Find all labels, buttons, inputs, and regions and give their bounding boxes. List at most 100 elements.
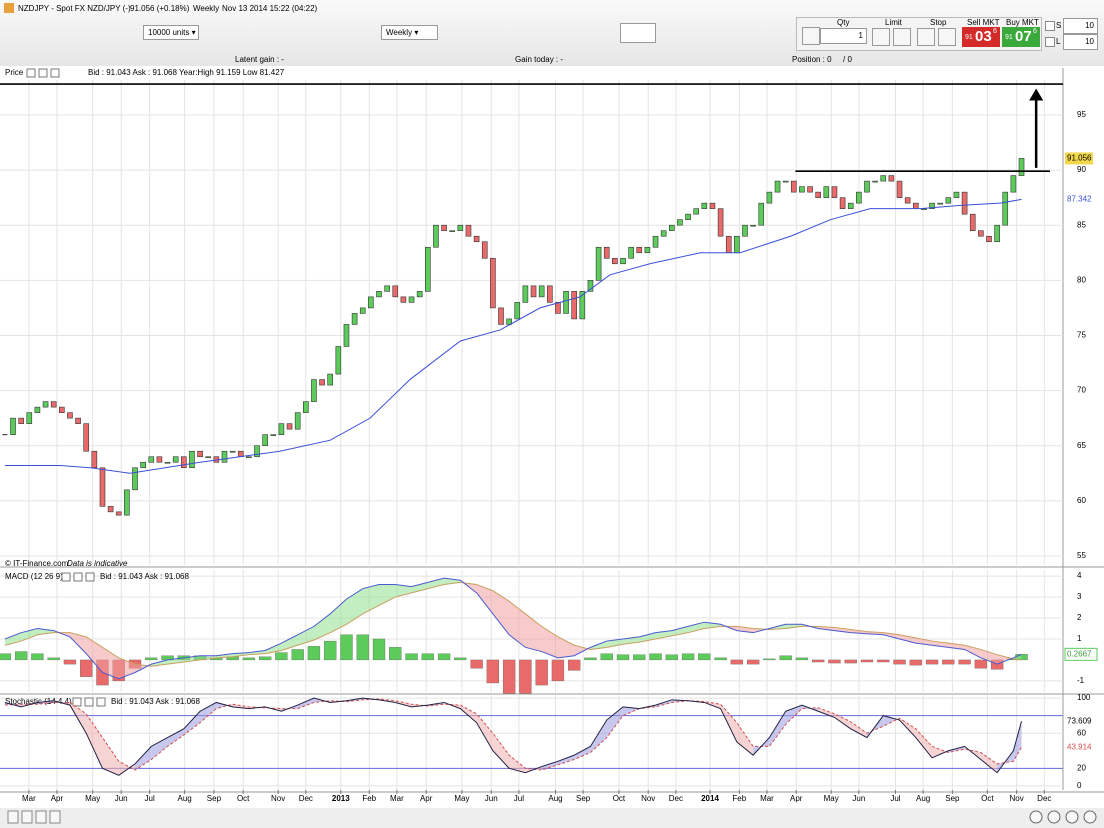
histogram-bar [763,658,776,661]
histogram-bar [324,640,337,661]
candle [408,296,415,303]
candle [725,235,732,254]
candle [59,406,65,413]
candle [449,230,456,233]
macd-fill [4,632,22,646]
macd-fill [834,627,851,633]
histogram-bar [828,659,841,664]
x-tick-label: Sep [207,794,222,803]
buy-button[interactable]: 91 07 6 [1002,27,1040,47]
macd-fill [346,588,363,625]
stochastic-fill [200,702,217,723]
histogram-bar [600,653,613,661]
chart-style-button[interactable] [620,23,656,43]
stochastic-fill [736,722,754,756]
stochastic-fill [86,713,103,769]
candle [595,246,602,281]
macd-fill [330,599,347,633]
histogram-bar [714,657,727,661]
candle [327,373,334,386]
candle [888,175,895,182]
macd-fill [313,613,331,641]
signal-line [4,581,1022,667]
stochastic-fill [541,761,558,771]
candle [864,180,870,193]
stochastic-fill [883,715,900,727]
x-tick-label: Jun [852,794,865,803]
arrow-head [1029,88,1044,101]
candle [83,423,90,452]
stochastic-fill [476,713,493,751]
candle [880,175,887,182]
candle [799,186,805,193]
y-tick-label: -1 [1077,676,1085,685]
k-line [4,697,1023,776]
histogram-bar [942,659,955,665]
panel-icon [72,697,82,707]
stochastic-fill [834,713,851,729]
candle [994,224,1000,243]
histogram-bar [340,634,353,661]
candle [620,257,626,265]
candle [742,224,748,237]
x-tick-label: Oct [237,794,250,803]
limit-button[interactable] [872,28,890,46]
histogram-bar [649,653,662,661]
limit-button[interactable] [893,28,911,46]
candle [91,450,98,469]
bottom-icon [49,810,61,824]
histogram-bar [909,659,922,666]
candle [904,197,911,204]
macd-fill [541,626,558,658]
panel-subtitle: Bid : 91.043 Ask : 91.068 [111,697,201,706]
candle [677,219,683,226]
candle [856,191,862,204]
stop-button[interactable] [917,28,935,46]
candle [546,285,553,303]
histogram-bar [421,653,434,661]
panel-title: Price [5,68,24,77]
k-value-label: 73.609 [1067,716,1092,725]
l-checkbox[interactable] [1045,37,1055,47]
units-select[interactable]: 10000 units ▾ [143,25,199,40]
histogram-bar [681,653,695,661]
s-checkbox[interactable] [1045,21,1055,31]
macd-fill [557,636,575,658]
y-tick-label: 95 [1077,110,1086,119]
candle [270,434,277,436]
candle [1018,158,1025,176]
chart-background [0,66,1104,828]
toolbar: NZDJPY - Spot FX NZD/JPY (-) 91.056 (+0.… [0,0,1104,67]
macd-fill [183,655,201,663]
qty-input[interactable]: 1 [820,28,867,44]
candle [172,456,179,463]
candle [953,191,960,198]
candle [522,285,529,303]
s-input[interactable]: 10 [1063,18,1098,34]
stochastic-fill [1013,721,1022,762]
stochastic-fill [980,752,998,773]
stop-button[interactable] [938,28,956,46]
period-select[interactable]: Weekly ▾ [381,25,438,40]
position: Position : 0 [792,55,832,64]
histogram-bar [14,651,28,661]
histogram-bar [145,657,158,661]
tool-button[interactable] [802,27,820,45]
histogram-bar [258,656,272,661]
macd-fill [509,601,526,648]
l-input[interactable]: 10 [1063,34,1098,50]
sell-button[interactable]: 91 03 6 [962,27,1000,47]
sell-frac: 6 [993,28,997,35]
candle [115,511,122,516]
histogram-bar [535,659,548,686]
stochastic-fill [818,707,835,718]
latent-gain: Latent gain : - [235,55,284,64]
x-tick-label: Jul [890,794,900,803]
macd-value-box [1064,647,1098,661]
histogram-bar [633,654,646,661]
bottom-icon [21,810,33,824]
y-tick-label: 100 [1077,693,1091,702]
candle [278,423,285,435]
candle [481,241,488,259]
histogram-bar [616,654,630,661]
